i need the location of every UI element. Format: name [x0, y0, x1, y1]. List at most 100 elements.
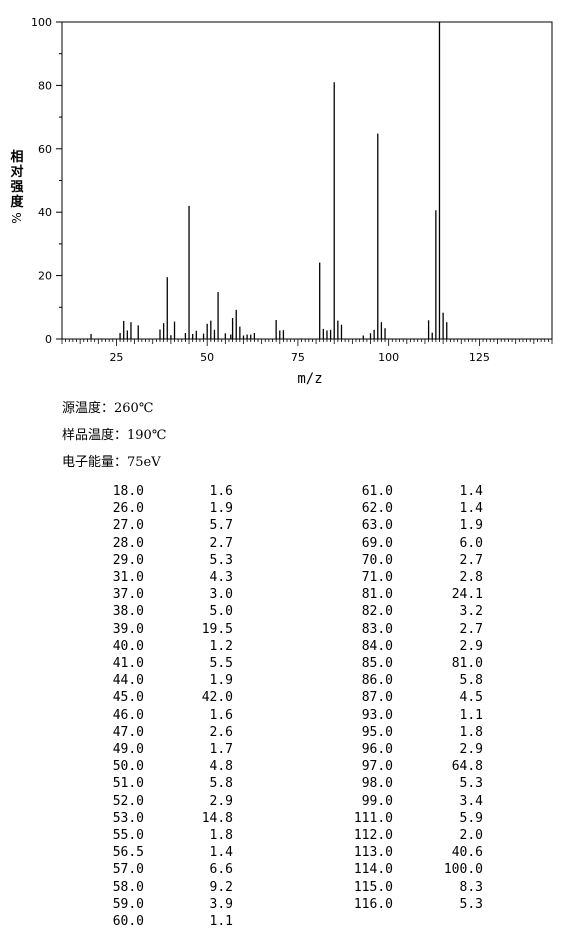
table-mz-cell: 38.0	[112, 604, 144, 620]
table-mz-cell: 44.0	[112, 673, 144, 689]
table-intensity-cell: 2.7	[459, 621, 483, 637]
table-mz-cell: 58.0	[112, 879, 144, 895]
table-mz-cell: 56.5	[112, 845, 144, 861]
table-intensity-cell: 81.0	[451, 656, 483, 671]
table-mz-cell: 40.0	[112, 638, 144, 654]
table-mz-cell: 50.0	[112, 759, 144, 775]
table-intensity-cell: 4.5	[459, 690, 483, 706]
table-intensity-cell: 19.5	[201, 621, 233, 637]
table-intensity-cell: 1.9	[459, 518, 483, 534]
table-mz-cell: 57.0	[112, 862, 144, 878]
table-intensity-cell: 5.3	[459, 896, 483, 912]
table-intensity-cell: 64.8	[451, 759, 483, 775]
table-mz-cell: 39.0	[112, 621, 144, 637]
y-axis-label-text: 相对强度	[10, 149, 24, 210]
source-temperature-value: 260℃	[114, 401, 154, 416]
y-axis-label: 相对强度%	[10, 149, 24, 224]
table-mz-cell: 112.0	[353, 828, 393, 843]
table-mz-cell: 93.0	[361, 707, 393, 723]
table-intensity-cell: 8.3	[459, 879, 483, 895]
electron-energy: 电子能量：75eV	[62, 451, 161, 470]
y-tick-label: 20	[38, 270, 52, 283]
table-intensity-cell: 3.9	[209, 896, 233, 912]
peak-bars	[90, 22, 448, 339]
table-intensity-cell: 3.2	[459, 604, 483, 620]
table-intensity-cell: 2.0	[459, 828, 483, 843]
table-intensity-cell: 3.4	[459, 793, 483, 809]
x-tick-label: 125	[469, 351, 490, 364]
table-mz-cell: 95.0	[361, 724, 393, 740]
y-tick-label: 100	[31, 16, 52, 29]
x-axis-label: m/z	[297, 371, 322, 387]
table-mz-cell: 69.0	[361, 535, 393, 551]
x-tick-label: 25	[109, 351, 123, 364]
table-intensity-cell: 1.7	[209, 742, 233, 757]
table-mz-cell: 114.0	[353, 862, 393, 878]
table-mz-cell: 41.0	[112, 656, 144, 671]
sample-temperature: 样品温度：190℃	[62, 424, 166, 443]
x-tick-label: 50	[200, 351, 214, 364]
table-mz-cell: 81.0	[361, 587, 393, 603]
table-mz-cell: 55.0	[112, 828, 144, 843]
x-tick-label: 100	[378, 351, 399, 364]
table-intensity-cell: 2.9	[209, 793, 233, 809]
x-tick-label: 75	[291, 351, 305, 364]
table-mz-cell: 87.0	[361, 690, 393, 706]
table-mz-cell: 63.0	[361, 518, 393, 534]
table-intensity-cell: 2.9	[459, 638, 483, 654]
table-intensity-cell: 5.3	[209, 552, 233, 568]
table-intensity-cell: 3.0	[209, 587, 233, 603]
y-tick-label: 40	[38, 206, 52, 219]
electron-energy-value: 75eV	[127, 455, 161, 470]
electron-energy-label: 电子能量：	[62, 455, 128, 470]
x-axis: 25 50 75 100 125	[61, 339, 553, 364]
table-mz-cell: 61.0	[361, 484, 393, 499]
table-mz-cell: 97.0	[361, 759, 393, 775]
table-mz-cell: 98.0	[361, 776, 393, 792]
table-mz-cell: 53.0	[112, 810, 144, 826]
table-intensity-cell: 1.1	[459, 707, 483, 723]
table-intensity-cell: 5.9	[459, 810, 483, 826]
table-intensity-cell: 1.4	[459, 501, 483, 517]
table-mz-cell: 26.0	[112, 501, 144, 517]
table-mz-cell: 46.0	[112, 707, 144, 723]
y-axis: 0 20 40 60 80 100	[31, 16, 62, 346]
table-mz-cell: 83.0	[361, 621, 393, 637]
table-intensity-cell: 1.4	[209, 845, 233, 861]
table-mz-cell: 116.0	[353, 896, 393, 912]
y-tick-label: 60	[38, 143, 52, 156]
source-temperature-label: 源温度：	[62, 401, 115, 416]
table-mz-cell: 115.0	[353, 879, 393, 895]
table-intensity-cell: 1.6	[209, 707, 233, 723]
table-intensity-cell: 9.2	[209, 879, 233, 895]
table-intensity-cell: 2.9	[459, 742, 483, 757]
table-mz-cell: 45.0	[112, 690, 144, 706]
table-mz-cell: 59.0	[112, 896, 144, 912]
table-intensity-cell: 5.0	[209, 604, 233, 620]
table-intensity-cell: 1.1	[209, 914, 233, 929]
table-mz-cell: 60.0	[112, 914, 144, 929]
table-mz-cell: 86.0	[361, 673, 393, 689]
table-mz-cell: 29.0	[112, 552, 144, 568]
plot-frame	[61, 21, 553, 340]
table-mz-cell: 85.0	[361, 656, 393, 671]
table-intensity-cell: 40.6	[451, 845, 483, 861]
table-intensity-cell: 1.4	[459, 484, 483, 499]
mass-spectrum-chart: 0 20 40 60 80 100 25 50 75 100 125 相对强度% m/z	[10, 16, 553, 387]
table-intensity-cell: 24.1	[451, 587, 483, 603]
table-intensity-cell: 5.7	[209, 518, 233, 534]
table-intensity-cell: 5.8	[459, 673, 483, 689]
table-intensity-cell: 5.8	[209, 776, 233, 792]
table-intensity-cell: 4.3	[209, 570, 233, 585]
source-temperature: 源温度：260℃	[62, 397, 153, 416]
table-mz-cell: 28.0	[112, 535, 144, 551]
table-mz-cell: 84.0	[361, 638, 393, 654]
table-mz-cell: 49.0	[112, 742, 144, 757]
table-mz-cell: 111.0	[353, 810, 393, 826]
table-intensity-cell: 1.9	[209, 501, 233, 517]
table-intensity-cell: 2.7	[459, 552, 483, 568]
table-mz-cell: 99.0	[361, 793, 393, 809]
table-mz-cell: 113.0	[353, 845, 393, 861]
table-intensity-cell: 5.5	[209, 656, 233, 671]
plot-border	[61, 21, 553, 340]
